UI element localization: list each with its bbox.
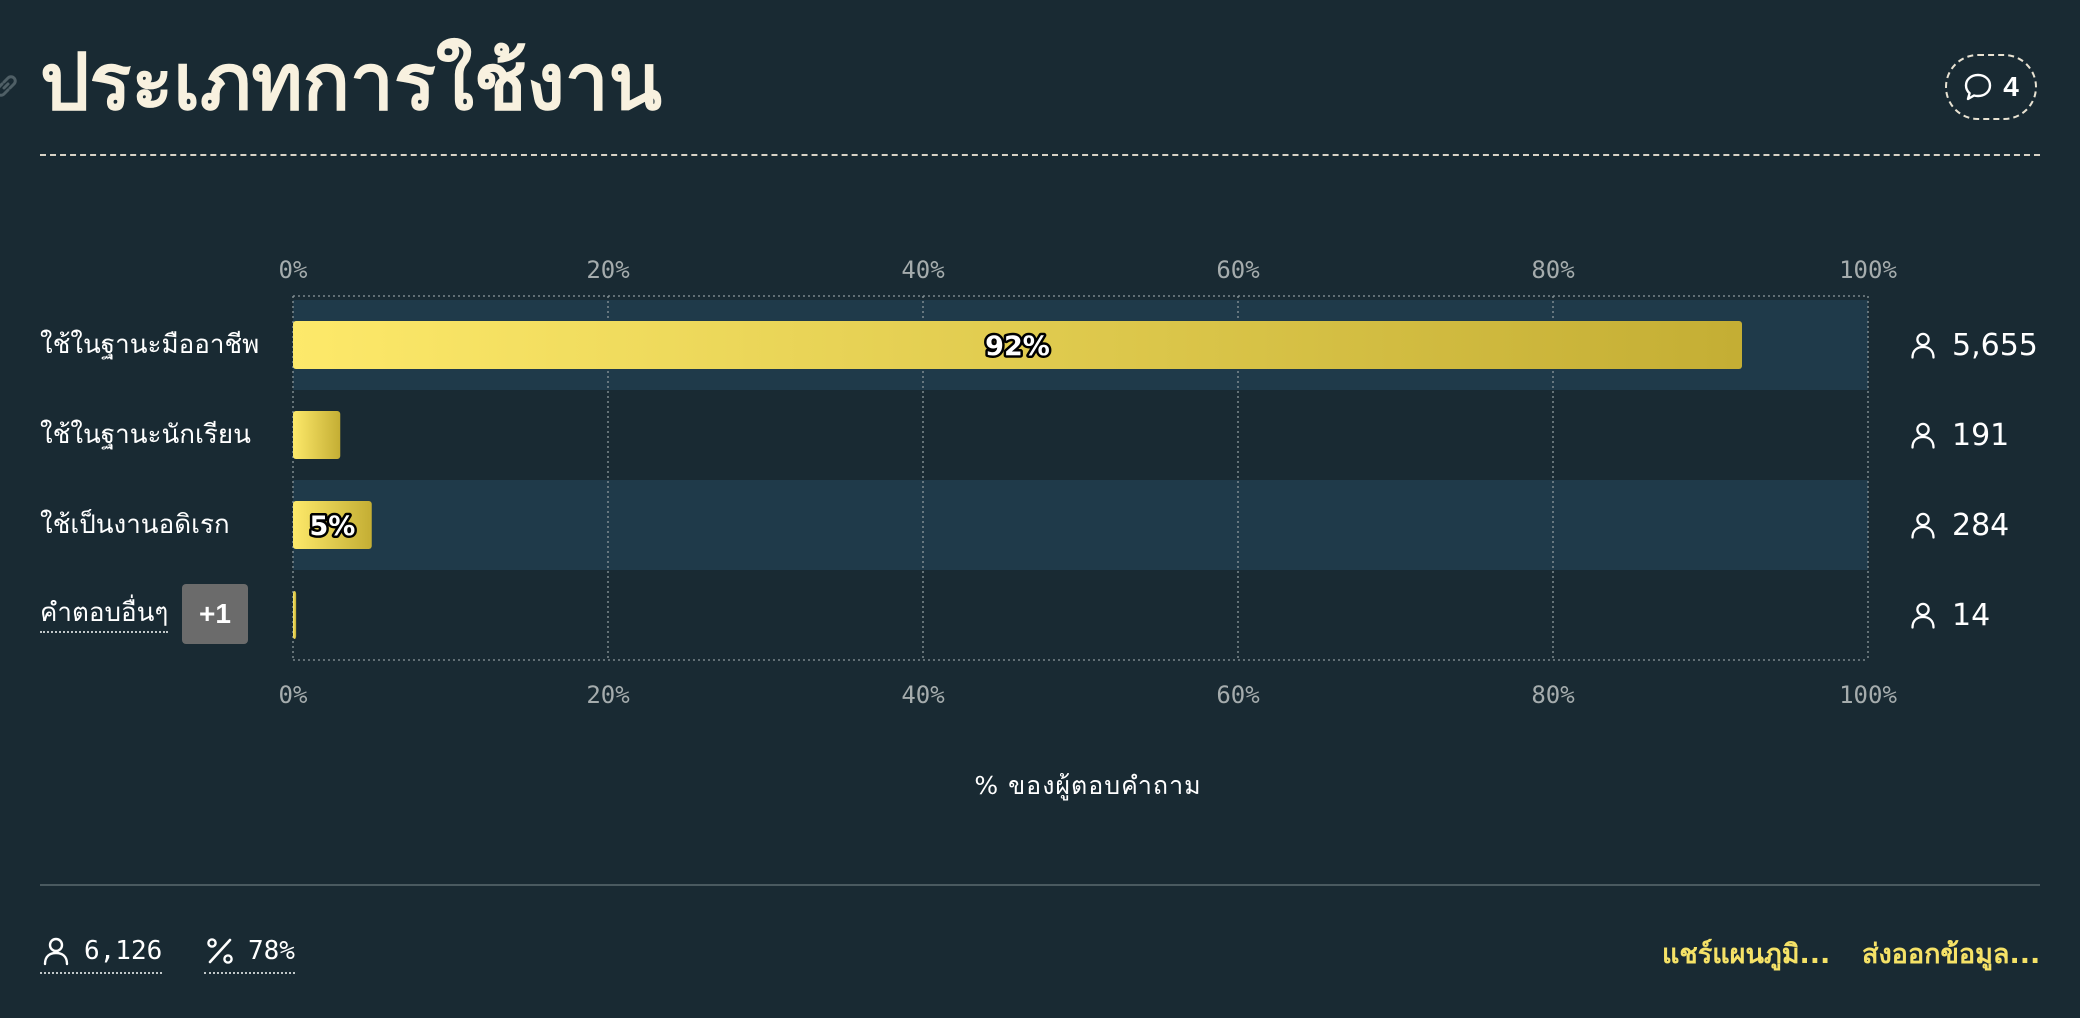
x-tick-label: 20% [586,256,630,284]
row-highlight [293,480,1868,570]
other-answers-badge[interactable]: +1 [182,584,248,644]
x-tick-label: 80% [1531,256,1575,284]
share-chart-link[interactable]: แชร์แผนภูมิ... [1662,939,1831,970]
x-tick-label: 100% [1839,681,1897,709]
comments-button[interactable]: 4 [1945,54,2037,120]
respondent-count-value: 284 [1952,507,2010,543]
percent-icon [207,938,233,964]
person-icon [1911,602,1935,629]
x-tick-label: 0% [279,681,308,709]
respondent-count: 5,655 [1908,325,2038,365]
other-answers-link[interactable]: คำตอบอื่นๆ [40,595,169,633]
link-icon[interactable] [0,72,20,100]
speech-bubble-icon [1965,73,1992,101]
person-icon [43,937,69,966]
x-tick-label: 80% [1531,681,1575,709]
footer-divider [40,884,2040,886]
respondent-count: 14 [1908,595,1990,635]
x-tick-label: 60% [1216,256,1260,284]
bar[interactable] [293,321,1742,369]
respondent-count-value: 14 [1952,597,1991,633]
response-rate-value: 78% [248,936,295,966]
response-rate[interactable]: 78% [204,930,295,974]
export-data-link[interactable]: ส่งออกข้อมูล... [1862,939,2041,970]
category-label: ใช้ในฐานะมืออาชีพ [40,330,260,360]
bar-data-label: 5% [309,511,355,542]
respondent-count-value: 5,655 [1952,327,2038,363]
x-tick-label: 40% [901,256,945,284]
bar[interactable] [293,591,297,639]
respondent-count: 191 [1908,415,2009,455]
x-tick-label: 40% [901,681,945,709]
bar-chart: 92% 5% 0% 0% 20% 20% 40% 40% 60% 60% 80% 80% 100% 10… [279,256,1898,709]
total-respondents-value: 6,126 [84,936,163,966]
chart-title: ประเภทการใช้งาน [40,37,662,128]
x-tick-label: 100% [1839,256,1897,284]
x-tick-label: 20% [586,681,630,709]
bar[interactable] [293,411,341,459]
respondent-count: 284 [1908,505,2009,545]
person-icon [1911,422,1935,449]
respondent-count-value: 191 [1952,417,2010,453]
person-icon [1911,512,1935,539]
category-label: ใช้เป็นงานอดิเรก [40,510,230,540]
x-tick-label: 0% [279,256,308,284]
x-tick-label: 60% [1216,681,1260,709]
category-label: ใช้ในฐานะนักเรียน [40,420,251,450]
title-divider [40,154,2040,156]
x-axis-title: % ของผู้ตอบคำถาม [974,771,1202,800]
person-icon [1911,332,1935,359]
bar-data-label: 92% [985,331,1050,362]
comment-count: 4 [2003,71,2019,102]
bar[interactable] [293,501,372,549]
total-respondents[interactable]: 6,126 [40,930,163,974]
